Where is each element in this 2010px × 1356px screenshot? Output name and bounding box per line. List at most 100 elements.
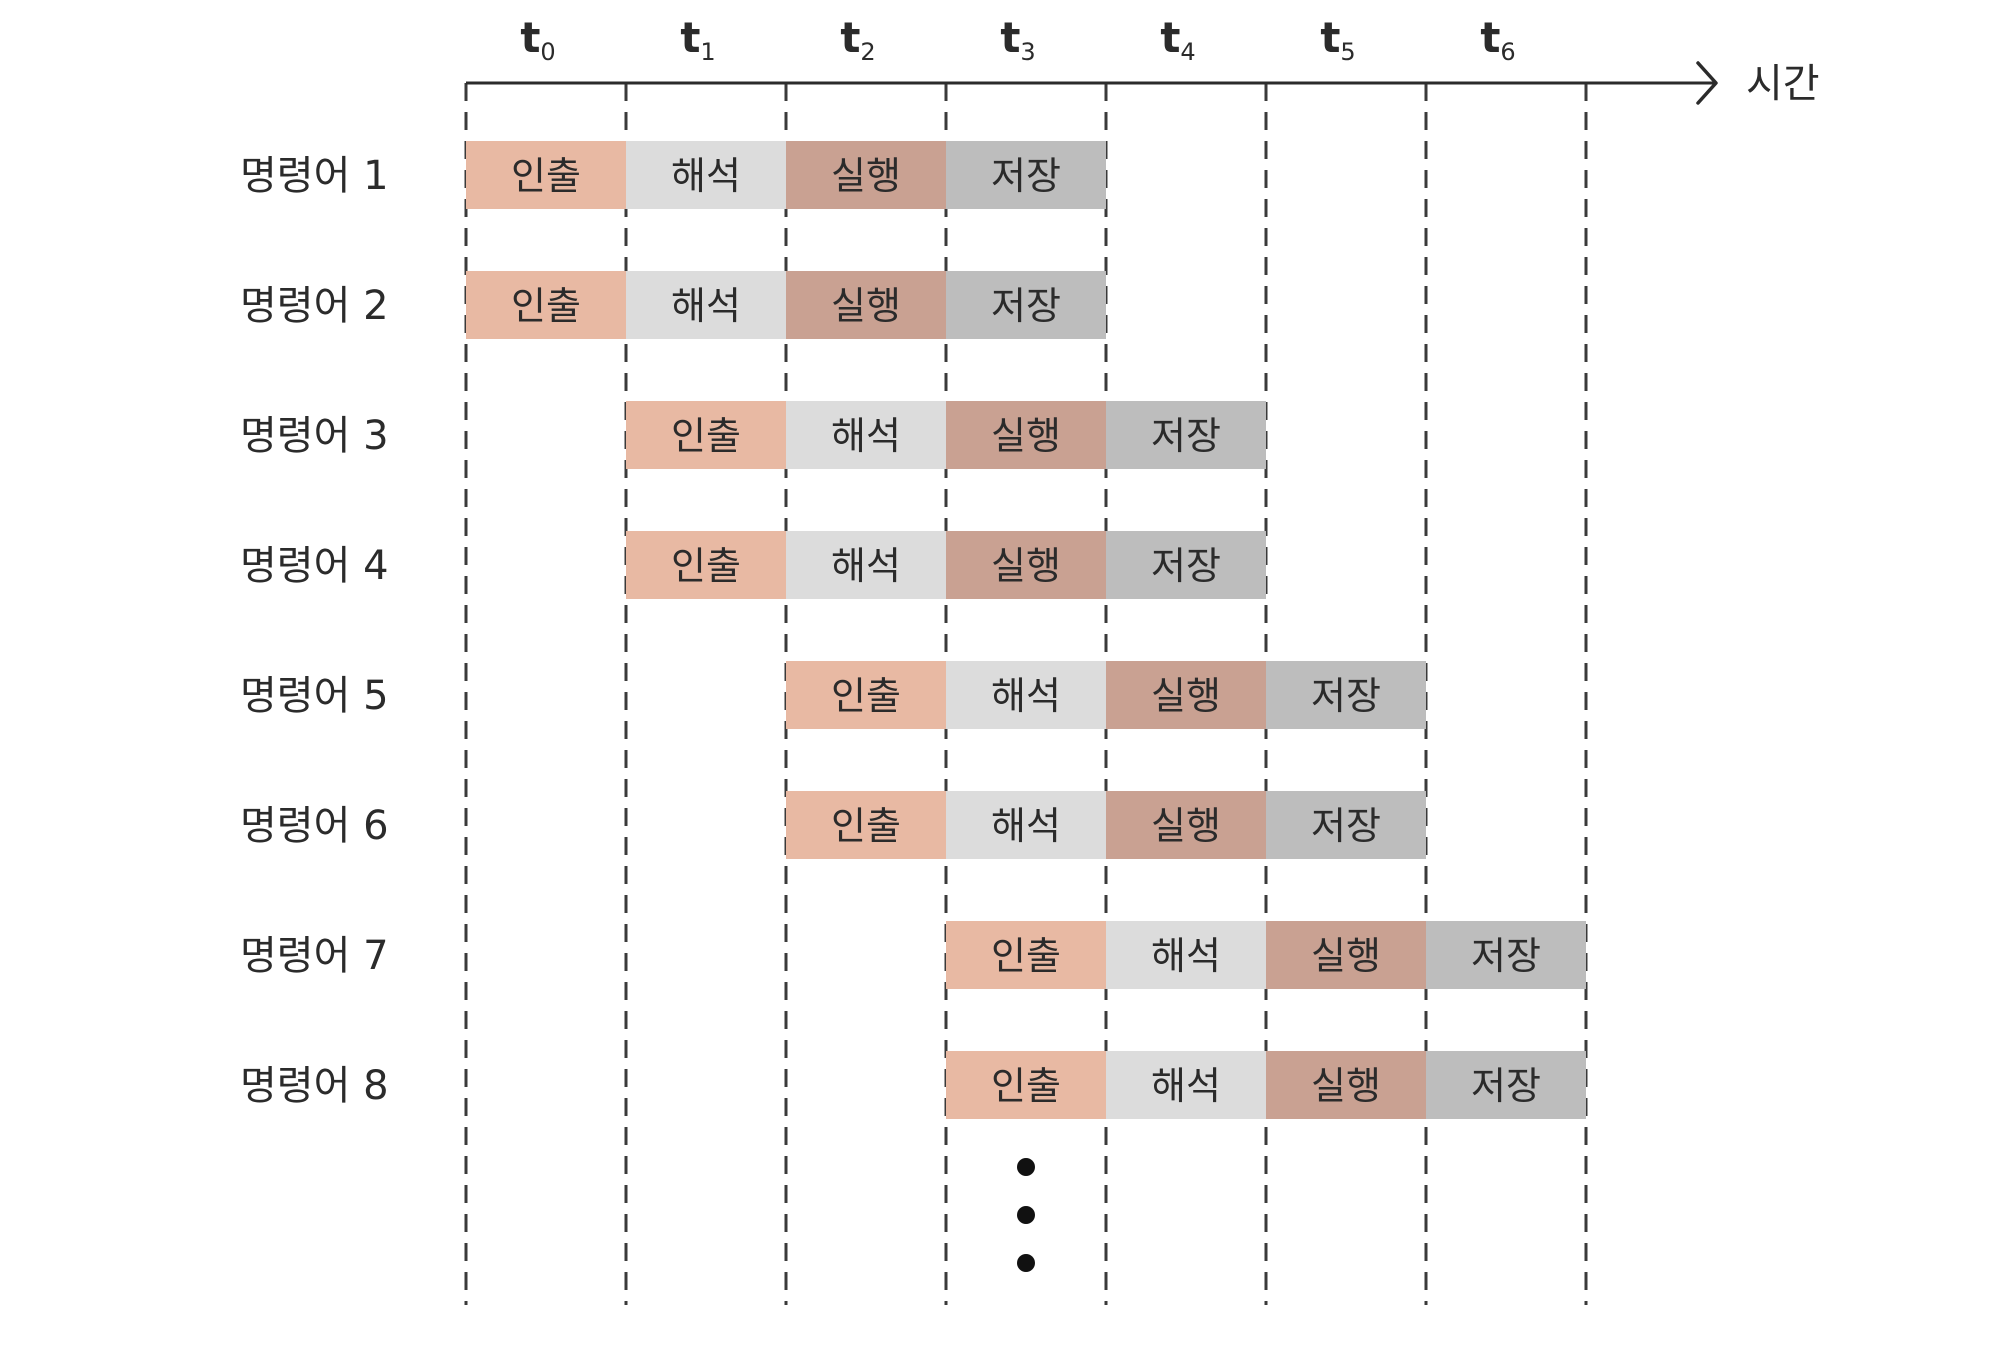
instruction-label: 명령어 8 xyxy=(240,1063,389,1109)
stage-label-execute: 실행 xyxy=(1151,674,1221,718)
stage-bar-execute xyxy=(786,271,946,339)
stage-decode: 해석 xyxy=(786,401,946,469)
stage-fetch: 인출 xyxy=(626,531,786,599)
continuation-dot xyxy=(1017,1206,1035,1224)
instruction-label: 명령어 7 xyxy=(240,933,389,979)
stage-bar-store xyxy=(1426,1051,1586,1119)
stage-bar-store xyxy=(946,141,1106,209)
stage-store: 저장 xyxy=(1106,401,1266,469)
time-axis-arrowhead xyxy=(1696,61,1718,105)
stage-store: 저장 xyxy=(1266,661,1426,729)
time-label-subscript: 4 xyxy=(1180,38,1195,66)
time-label-base: t xyxy=(520,13,540,62)
instruction-row: 명령어 8 인출 해석 실행 저장 xyxy=(240,1051,1586,1119)
instruction-row: 명령어 7 인출 해석 실행 저장 xyxy=(240,921,1586,989)
stage-decode: 해석 xyxy=(1106,921,1266,989)
stage-decode: 해석 xyxy=(946,661,1106,729)
instruction-label: 명령어 2 xyxy=(240,283,389,329)
stage-execute: 실행 xyxy=(1106,791,1266,859)
stage-label-fetch: 인출 xyxy=(671,544,741,588)
stage-bar-decode xyxy=(1106,921,1266,989)
time-label-base: t xyxy=(680,13,700,62)
time-label: t5 xyxy=(1320,13,1355,66)
stage-bar-decode xyxy=(946,661,1106,729)
time-label: t4 xyxy=(1160,13,1195,66)
stage-label-store: 저장 xyxy=(1311,674,1381,718)
stage-bar-decode xyxy=(786,531,946,599)
instruction-row: 명령어 1 인출 해석 실행 저장 xyxy=(240,141,1106,209)
time-label: t1 xyxy=(680,13,715,66)
stage-label-execute: 실행 xyxy=(1311,934,1381,978)
stage-label-execute: 실행 xyxy=(1311,1064,1381,1108)
stage-label-store: 저장 xyxy=(1151,414,1221,458)
stage-store: 저장 xyxy=(946,141,1106,209)
time-label-base: t xyxy=(840,13,860,62)
stage-bar-fetch xyxy=(946,921,1106,989)
stage-bar-execute xyxy=(946,401,1106,469)
stage-bar-fetch xyxy=(946,1051,1106,1119)
time-label-base: t xyxy=(1480,13,1500,62)
stage-bar-fetch xyxy=(786,661,946,729)
stage-store: 저장 xyxy=(1266,791,1426,859)
time-label-subscript: 3 xyxy=(1020,38,1035,66)
stage-bar-execute xyxy=(1106,791,1266,859)
stage-execute: 실행 xyxy=(946,531,1106,599)
stage-decode: 해석 xyxy=(786,531,946,599)
time-label: t2 xyxy=(840,13,875,66)
stage-label-execute: 실행 xyxy=(991,414,1061,458)
stage-decode: 해석 xyxy=(626,271,786,339)
stage-bar-fetch xyxy=(626,401,786,469)
stage-label-store: 저장 xyxy=(1471,934,1541,978)
instruction-row: 명령어 3 인출 해석 실행 저장 xyxy=(240,401,1266,469)
time-axis-label: 시간 xyxy=(1746,61,1820,107)
time-label-base: t xyxy=(1000,13,1020,62)
time-label-subscript: 0 xyxy=(540,38,555,66)
stage-bar-fetch xyxy=(786,791,946,859)
instruction-label: 명령어 1 xyxy=(240,153,389,199)
stage-bar-store xyxy=(1266,661,1426,729)
stage-label-execute: 실행 xyxy=(831,284,901,328)
stage-decode: 해석 xyxy=(626,141,786,209)
stage-fetch: 인출 xyxy=(466,141,626,209)
stage-label-decode: 해석 xyxy=(831,414,901,458)
stage-bar-store xyxy=(1426,921,1586,989)
stage-store: 저장 xyxy=(1426,921,1586,989)
stage-execute: 실행 xyxy=(1266,921,1426,989)
stage-bar-execute xyxy=(946,531,1106,599)
stage-decode: 해석 xyxy=(1106,1051,1266,1119)
time-label-subscript: 5 xyxy=(1340,38,1355,66)
stage-execute: 실행 xyxy=(1266,1051,1426,1119)
stage-store: 저장 xyxy=(946,271,1106,339)
stage-bar-fetch xyxy=(466,271,626,339)
stage-label-decode: 해석 xyxy=(991,674,1061,718)
stage-label-store: 저장 xyxy=(1151,544,1221,588)
time-label-subscript: 6 xyxy=(1500,38,1515,66)
stage-bar-fetch xyxy=(626,531,786,599)
instruction-row: 명령어 6 인출 해석 실행 저장 xyxy=(240,791,1426,859)
stage-label-decode: 해석 xyxy=(831,544,901,588)
stage-bar-fetch xyxy=(466,141,626,209)
stage-label-fetch: 인출 xyxy=(991,1064,1061,1108)
stage-label-execute: 실행 xyxy=(991,544,1061,588)
time-label: t3 xyxy=(1000,13,1035,66)
stage-label-store: 저장 xyxy=(1311,804,1381,848)
stage-execute: 실행 xyxy=(786,141,946,209)
continuation-dot xyxy=(1017,1254,1035,1272)
stage-bar-execute xyxy=(1266,921,1426,989)
instruction-row: 명령어 5 인출 해석 실행 저장 xyxy=(240,661,1426,729)
stage-label-execute: 실행 xyxy=(1151,804,1221,848)
stage-label-fetch: 인출 xyxy=(991,934,1061,978)
time-label-base: t xyxy=(1320,13,1340,62)
stage-label-execute: 실행 xyxy=(831,154,901,198)
stage-bar-store xyxy=(1266,791,1426,859)
stage-label-decode: 해석 xyxy=(1151,1064,1221,1108)
time-label-base: t xyxy=(1160,13,1180,62)
stage-fetch: 인출 xyxy=(466,271,626,339)
time-labels: t0 t1 t2 t3 t4 t5 t6 xyxy=(520,13,1515,66)
stage-label-store: 저장 xyxy=(991,284,1061,328)
time-axis: 시간 xyxy=(466,61,1820,107)
stage-execute: 실행 xyxy=(786,271,946,339)
